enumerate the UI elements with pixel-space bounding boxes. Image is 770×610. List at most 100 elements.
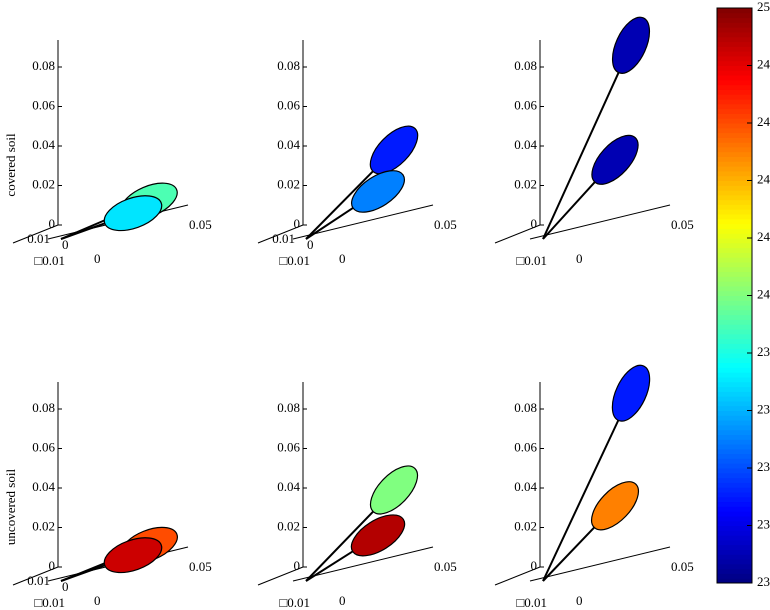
colorbar-strip bbox=[717, 420, 752, 426]
colorbar-strip bbox=[717, 8, 752, 14]
colorbar-strip bbox=[717, 99, 752, 105]
z-tick-label: 0.06 bbox=[277, 439, 300, 454]
colorbar-strip bbox=[717, 429, 752, 435]
colorbar-strip bbox=[717, 477, 752, 483]
colorbar-strip bbox=[717, 305, 752, 311]
colorbar-strip bbox=[717, 190, 752, 196]
x-tick-label: 0 bbox=[339, 251, 346, 266]
colorbar-strip bbox=[717, 41, 752, 47]
z-tick-label: 0.08 bbox=[277, 400, 300, 415]
colorbar-strip bbox=[717, 75, 752, 81]
colorbar-strip bbox=[717, 415, 752, 421]
colorbar-strip bbox=[717, 554, 752, 560]
leaf bbox=[590, 481, 640, 531]
y-axis bbox=[257, 566, 304, 586]
y-tick-label: 0.01 bbox=[27, 231, 50, 246]
colorbar-strip bbox=[717, 12, 752, 19]
leaf bbox=[591, 134, 639, 185]
colorbar-strip bbox=[717, 266, 752, 273]
colorbar-strip bbox=[717, 132, 752, 138]
colorbar-strip bbox=[717, 22, 752, 28]
colorbar-strip bbox=[717, 396, 752, 402]
leaf bbox=[611, 364, 651, 422]
colorbar-tick-label: 24.0 bbox=[757, 286, 770, 301]
colorbar-strip bbox=[717, 439, 752, 445]
x-tick-label: 0.05 bbox=[671, 559, 694, 574]
colorbar-strip bbox=[717, 146, 752, 153]
colorbar-strip bbox=[717, 194, 752, 201]
z-tick-label: 0.02 bbox=[277, 518, 300, 533]
colorbar-strip bbox=[717, 94, 752, 100]
colorbar-strip bbox=[717, 252, 752, 258]
x-tick-label: 0.05 bbox=[189, 559, 212, 574]
colorbar-strip bbox=[717, 156, 752, 162]
colorbar-strip bbox=[717, 108, 752, 114]
colorbar-strip bbox=[717, 185, 752, 191]
colorbar-strip bbox=[717, 372, 752, 378]
colorbar-strip bbox=[717, 242, 752, 249]
colorbar-strip bbox=[717, 381, 752, 388]
colorbar-strip bbox=[717, 434, 752, 440]
stem bbox=[542, 419, 620, 582]
colorbar-strip bbox=[717, 223, 752, 229]
colorbar-strip bbox=[717, 391, 752, 397]
stem bbox=[305, 207, 354, 240]
colorbar-strip bbox=[717, 568, 752, 574]
colorbar-tick-label: 23.4 bbox=[757, 459, 770, 474]
colorbar-strip bbox=[717, 166, 752, 172]
colorbar-tick-label: 24.8 bbox=[757, 56, 770, 71]
colorbar-strip bbox=[717, 17, 752, 23]
y-tick-label: □0.01 bbox=[34, 595, 65, 610]
colorbar-strip bbox=[717, 410, 752, 416]
colorbar-strip bbox=[717, 511, 752, 517]
y-tick-label: □0.01 bbox=[279, 595, 310, 610]
colorbar-strip bbox=[717, 65, 752, 71]
z-tick-label: 0.08 bbox=[514, 58, 537, 73]
z-tick-label: 0.02 bbox=[32, 176, 55, 191]
leaf bbox=[369, 125, 419, 175]
x-axis bbox=[529, 546, 671, 582]
z-tick-label: 0.04 bbox=[32, 479, 55, 494]
stem bbox=[305, 550, 354, 582]
colorbar-strip bbox=[717, 338, 752, 344]
colorbar-strip bbox=[717, 170, 752, 177]
colorbar-strip bbox=[717, 496, 752, 503]
colorbar-strip bbox=[717, 487, 752, 493]
colorbar-strip bbox=[717, 180, 752, 186]
y-tick-label: □0.01 bbox=[516, 253, 547, 268]
y-tick-label: 0 bbox=[307, 237, 314, 252]
colorbar-strip bbox=[717, 247, 752, 253]
colorbar-strip bbox=[717, 324, 752, 330]
colorbar-strip bbox=[717, 103, 752, 110]
colorbar-strip bbox=[717, 295, 752, 301]
x-tick-label: 0 bbox=[94, 593, 101, 608]
colorbar-strip bbox=[717, 218, 752, 225]
x-tick-label: 0 bbox=[576, 593, 583, 608]
colorbar-tick-label: 24.6 bbox=[757, 114, 770, 129]
colorbar-strip bbox=[717, 285, 752, 292]
colorbar-strip bbox=[717, 501, 752, 507]
x-tick-label: 0.05 bbox=[434, 559, 457, 574]
colorbar-strip bbox=[717, 491, 752, 498]
colorbar-strip bbox=[717, 261, 752, 268]
z-tick-label: 0.02 bbox=[514, 518, 537, 533]
colorbar-tick-label: 23.0 bbox=[757, 574, 770, 589]
colorbar-strip bbox=[717, 127, 752, 134]
z-tick-label: 0.06 bbox=[32, 439, 55, 454]
colorbar-strip bbox=[717, 161, 752, 167]
colorbar-strip bbox=[717, 333, 752, 340]
colorbar-strip bbox=[717, 51, 752, 57]
z-tick-label: 0 bbox=[49, 216, 56, 231]
colorbar-strip bbox=[717, 578, 752, 584]
colorbar-strip bbox=[717, 36, 752, 43]
colorbar-tick-label: 23.2 bbox=[757, 516, 770, 531]
colorbar-strip bbox=[717, 89, 752, 95]
colorbar-strip bbox=[717, 319, 752, 325]
colorbar-strip bbox=[717, 60, 752, 66]
colorbar-strip bbox=[717, 276, 752, 282]
colorbar-strip bbox=[717, 448, 752, 455]
colorbar-tick-label: 24.4 bbox=[757, 171, 770, 186]
colorbar-strip bbox=[717, 123, 752, 129]
y-axis bbox=[12, 566, 59, 586]
